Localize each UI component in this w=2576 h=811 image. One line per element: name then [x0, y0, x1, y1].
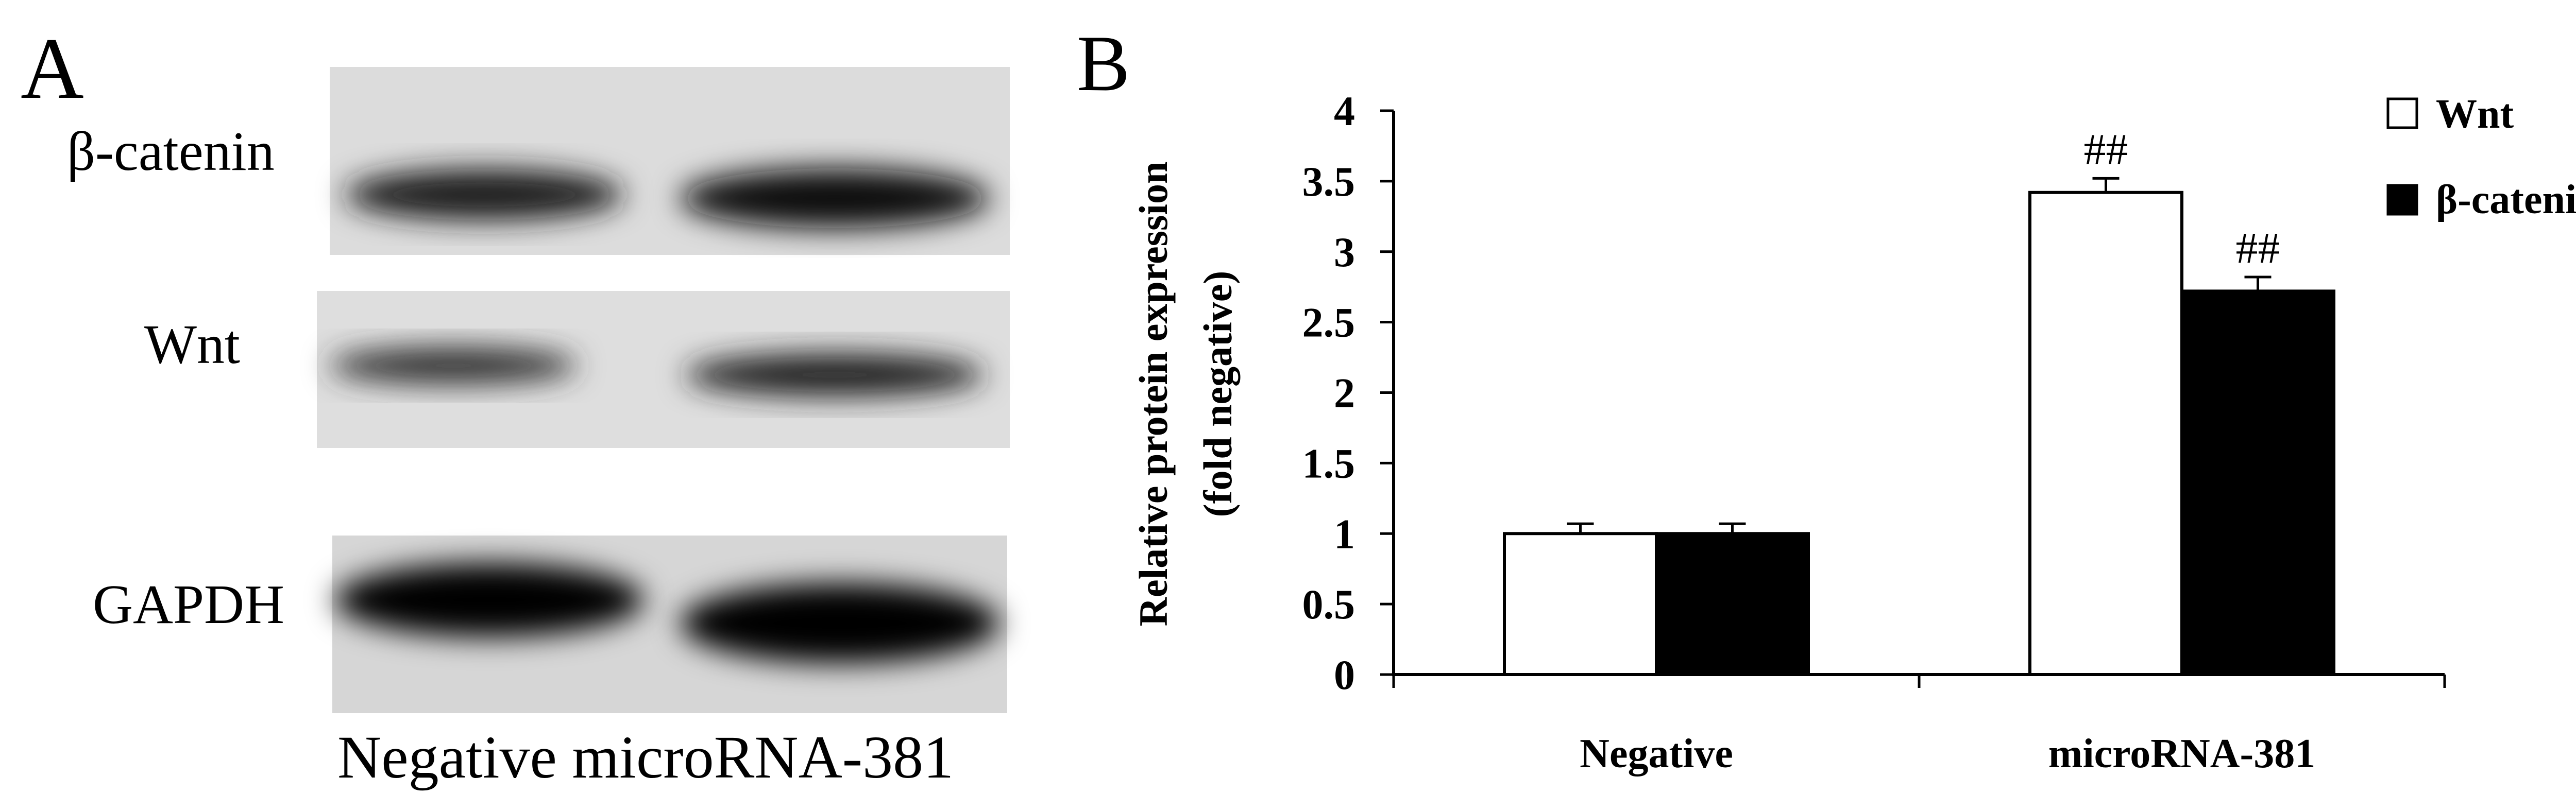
y-tick-label: 0.5: [1302, 581, 1355, 628]
significance-annotations: ## ##: [2084, 124, 2280, 272]
blot-row-label: β-catenin: [67, 121, 275, 182]
blot-band-lane-1: [345, 169, 623, 220]
blot-row-gapdh: GAPDH: [93, 536, 1007, 713]
x-axis-category-labels: Negative microRNA-381: [1580, 731, 2315, 777]
legend: Wnt β-catenin: [2386, 92, 2576, 222]
western-blot-panel: A β-catenin Wnt GAPDH Negative microRNA-…: [21, 20, 1010, 791]
x-axis-ticks: [1392, 675, 2446, 688]
y-axis-label: Relative protein expression: [1131, 162, 1176, 627]
y-tick-label: 1.5: [1302, 440, 1355, 487]
legend-swatch-wnt: [2386, 97, 2418, 129]
significance-marker: ##: [2084, 124, 2128, 174]
error-bars: [1567, 177, 2272, 534]
bars: [1503, 191, 2335, 676]
significance-marker: ##: [2236, 223, 2280, 272]
bar-Wnt-Negative: [1503, 532, 1658, 676]
y-tick-label: 2.5: [1302, 299, 1355, 346]
blot-row-label: GAPDH: [93, 574, 284, 635]
y-tick-label: 0: [1334, 651, 1355, 698]
legend-swatch-beta-catenin: [2386, 184, 2418, 216]
y-axis-label-line-2: (fold negative): [1195, 271, 1240, 517]
bar-β-catenin-microRNA-381: [2180, 289, 2335, 676]
blot-row-wnt: Wnt: [144, 291, 1010, 448]
blot-band-lane-1: [330, 347, 577, 384]
bar-Wnt-microRNA-381: [2028, 191, 2183, 676]
blot-band-lane-2: [685, 353, 984, 396]
lane-caption: Negative microRNA-381: [337, 723, 954, 791]
x-category-label: microRNA-381: [2048, 731, 2315, 777]
panel-b-label: B: [1077, 19, 1130, 108]
legend-label: β-catenin: [2436, 177, 2576, 222]
blot-strip: [330, 67, 1010, 255]
blot-row-label: Wnt: [144, 314, 240, 375]
bar-chart-panel: B Relative protein expression (fold nega…: [1077, 19, 2576, 777]
panel-a-label: A: [21, 20, 84, 117]
y-tick-label: 2: [1334, 370, 1355, 417]
blot-band-lane-1: [335, 563, 644, 637]
y-tick-label: 3.5: [1302, 158, 1355, 205]
blot-row-beta-catenin: β-catenin: [67, 67, 1010, 255]
y-tick-label: 3: [1334, 229, 1355, 275]
legend-label: Wnt: [2436, 92, 2514, 137]
y-axis-ticks: 0 0.5 1 1.5 2 2.5 3 3.5 4: [1302, 88, 1394, 698]
bar-β-catenin-Negative: [1655, 532, 1810, 676]
blot-band-lane-2: [680, 168, 989, 228]
x-category-label: Negative: [1580, 731, 1733, 777]
y-tick-label: 1: [1334, 510, 1355, 557]
y-tick-label: 4: [1334, 88, 1355, 134]
blot-band-lane-2: [680, 583, 999, 663]
